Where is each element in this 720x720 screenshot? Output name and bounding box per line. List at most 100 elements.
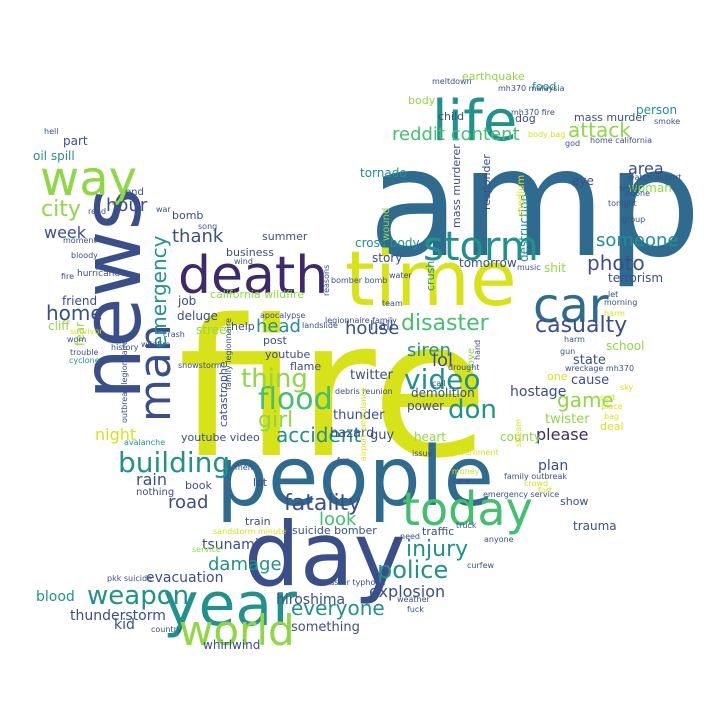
word-service: service — [192, 545, 221, 554]
word-part: part — [63, 134, 88, 148]
word-city: city — [41, 197, 81, 222]
word-men: men — [235, 463, 253, 472]
word-history: history — [111, 343, 139, 352]
word-girl: girl — [258, 408, 293, 433]
word-thunderstorm: thunderstorm — [70, 608, 166, 624]
word-one: one — [547, 370, 568, 383]
word-harm: harm — [604, 309, 625, 318]
word-day: day — [244, 503, 406, 606]
word-landslide: landslide — [302, 321, 338, 330]
word-hiroshima: hiroshima — [276, 592, 345, 608]
word-youtube-video: youtube video — [181, 431, 260, 444]
word-please: please — [536, 425, 588, 444]
word-way: way — [40, 151, 137, 207]
word-road: road — [168, 492, 208, 513]
word-body-bag: body bag — [528, 130, 565, 139]
word-bomb: bomb — [172, 209, 203, 222]
word-lol: lol — [432, 350, 453, 371]
word-man: man — [130, 324, 181, 422]
word-destruction: destruction — [517, 194, 531, 262]
word-family-outbreak: family outbreak — [504, 472, 567, 481]
word-eye: eye — [572, 174, 594, 188]
word-earthquake: earthquake — [462, 70, 525, 83]
word-amp: amp — [368, 117, 701, 291]
word-year: year — [163, 570, 297, 640]
word-look: look — [319, 509, 357, 530]
word-need: need — [400, 532, 420, 541]
word-rain: rain — [136, 470, 167, 489]
word-music: music — [517, 263, 541, 272]
word-traffic: traffic — [422, 525, 454, 538]
word-car: car — [533, 278, 609, 334]
word-hell: hell — [44, 127, 58, 136]
word-trauma: trauma — [573, 519, 617, 533]
word-kid: kid — [114, 617, 135, 633]
word-reasons: reasons — [322, 265, 331, 296]
word-stream: stream — [514, 419, 523, 447]
word-bag: bag — [604, 412, 619, 421]
word-life: life — [432, 89, 517, 154]
word-read: read — [88, 207, 106, 216]
word-government: government — [450, 448, 499, 457]
word-fire: fire — [61, 272, 74, 281]
word-house: house — [345, 318, 399, 339]
word-thing: thing — [241, 364, 308, 394]
word-hazard: hazard — [330, 426, 374, 441]
word-fort: fort — [538, 486, 552, 495]
word-building: building — [118, 446, 230, 479]
word-wildfire: wildfire — [141, 340, 170, 349]
word-body: body — [408, 94, 436, 107]
word-god: god — [565, 139, 580, 148]
word-explosion: explosion — [369, 582, 445, 601]
word-let: let — [608, 290, 618, 299]
word-tornado: tornado — [360, 166, 407, 180]
word-reddit-content: reddit content — [392, 124, 520, 145]
word-cliff: cliff — [48, 319, 70, 333]
word-debris-reunion: debris reunion — [335, 387, 393, 396]
word-song: song — [198, 222, 217, 231]
word-weather: weather — [397, 595, 430, 604]
word-lot: lot — [253, 476, 268, 489]
word-everyone: everyone — [291, 596, 385, 620]
word-today: today — [402, 482, 533, 536]
word-mh370-malaysia: mh370 malaysia — [498, 84, 565, 93]
word-help: help — [231, 320, 255, 333]
word-shit: shit — [544, 261, 566, 275]
word-word: word — [619, 184, 639, 193]
word-dog: dog — [515, 112, 536, 125]
word-pkk-suicide: pkk suicide — [107, 574, 152, 583]
word-fuck: fuck — [407, 605, 424, 614]
word-food: food — [532, 80, 556, 93]
word-bloody: bloody — [71, 251, 98, 260]
word-smoke: smoke — [654, 117, 680, 126]
word-medium: medium — [516, 175, 527, 216]
word-police: police — [377, 556, 448, 584]
word-death: death — [178, 246, 328, 306]
word-mass-murder: mass murder — [574, 111, 647, 124]
word-trouble: trouble — [70, 348, 99, 357]
word-moment: moment — [63, 236, 97, 245]
word-street: street — [196, 323, 231, 337]
word-avalanche: avalanche — [124, 438, 165, 447]
word-book: book — [185, 479, 212, 492]
word-airport-ambulance: airport ambulance — [359, 387, 368, 461]
word-show: show — [560, 495, 588, 508]
word-outbreak-legionnaire: outbreak legionnaire — [120, 340, 129, 423]
word-place: place — [601, 402, 623, 411]
word-group: group — [622, 215, 645, 224]
word-emergency: emergency — [147, 235, 171, 348]
word-state: state — [573, 353, 606, 368]
word-curfew: curfew — [467, 561, 494, 570]
word-end: end — [125, 187, 144, 198]
word-thunder: thunder — [333, 408, 385, 423]
word-damage: damage — [208, 554, 282, 575]
word-youtube: youtube — [265, 348, 310, 361]
word-deluge: deluge — [177, 309, 218, 323]
word-family-legionnaire: family legionnaire — [224, 318, 233, 390]
word-snowstorm: snowstorm — [178, 361, 222, 370]
word-siren: siren — [407, 340, 451, 361]
word-twitter: twitter — [350, 368, 394, 383]
word-crowd: crowd — [524, 479, 548, 488]
word-friend: friend — [62, 294, 97, 308]
word-mass-murderer: mass murderer — [450, 144, 463, 228]
